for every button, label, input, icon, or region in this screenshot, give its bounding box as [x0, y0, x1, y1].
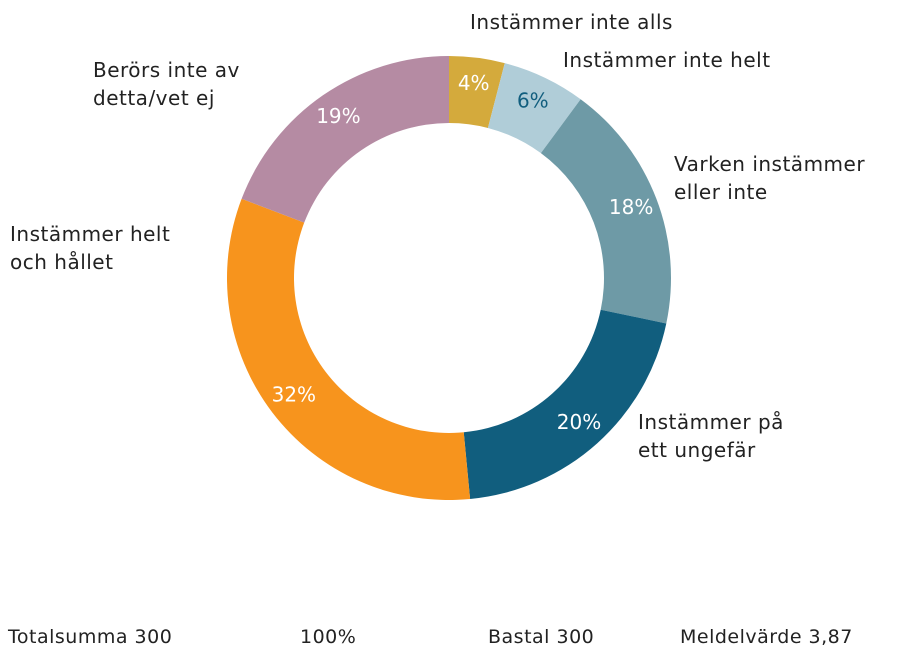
donut-segment	[226, 198, 471, 501]
category-label: Instämmer inte alls	[470, 10, 673, 34]
value-label: 32%	[272, 383, 316, 407]
category-label: Instämmer på ett ungefär	[638, 410, 784, 462]
category-label: Instämmer helt och hållet	[10, 222, 171, 274]
category-label: Instämmer inte helt	[563, 48, 771, 72]
donut-segment	[540, 99, 671, 324]
footer-text: Bastal 300	[488, 626, 595, 648]
donut-segment	[487, 63, 581, 154]
donut-segment	[463, 309, 667, 499]
category-label: Varken instämmer eller inte	[674, 152, 866, 204]
donut-segment	[449, 56, 505, 128]
donut-segment	[241, 56, 449, 223]
value-label: 19%	[316, 104, 360, 128]
value-label: 4%	[458, 71, 490, 95]
footer-text: Meldelvärde 3,87	[680, 626, 853, 648]
footer-text: 100%	[300, 626, 357, 648]
footer-text: Totalsumma 300	[8, 626, 173, 648]
value-label: 20%	[557, 410, 601, 434]
value-label: 18%	[609, 195, 653, 219]
category-label: Berörs inte av detta/vet ej	[93, 58, 240, 110]
value-label: 6%	[517, 88, 549, 112]
